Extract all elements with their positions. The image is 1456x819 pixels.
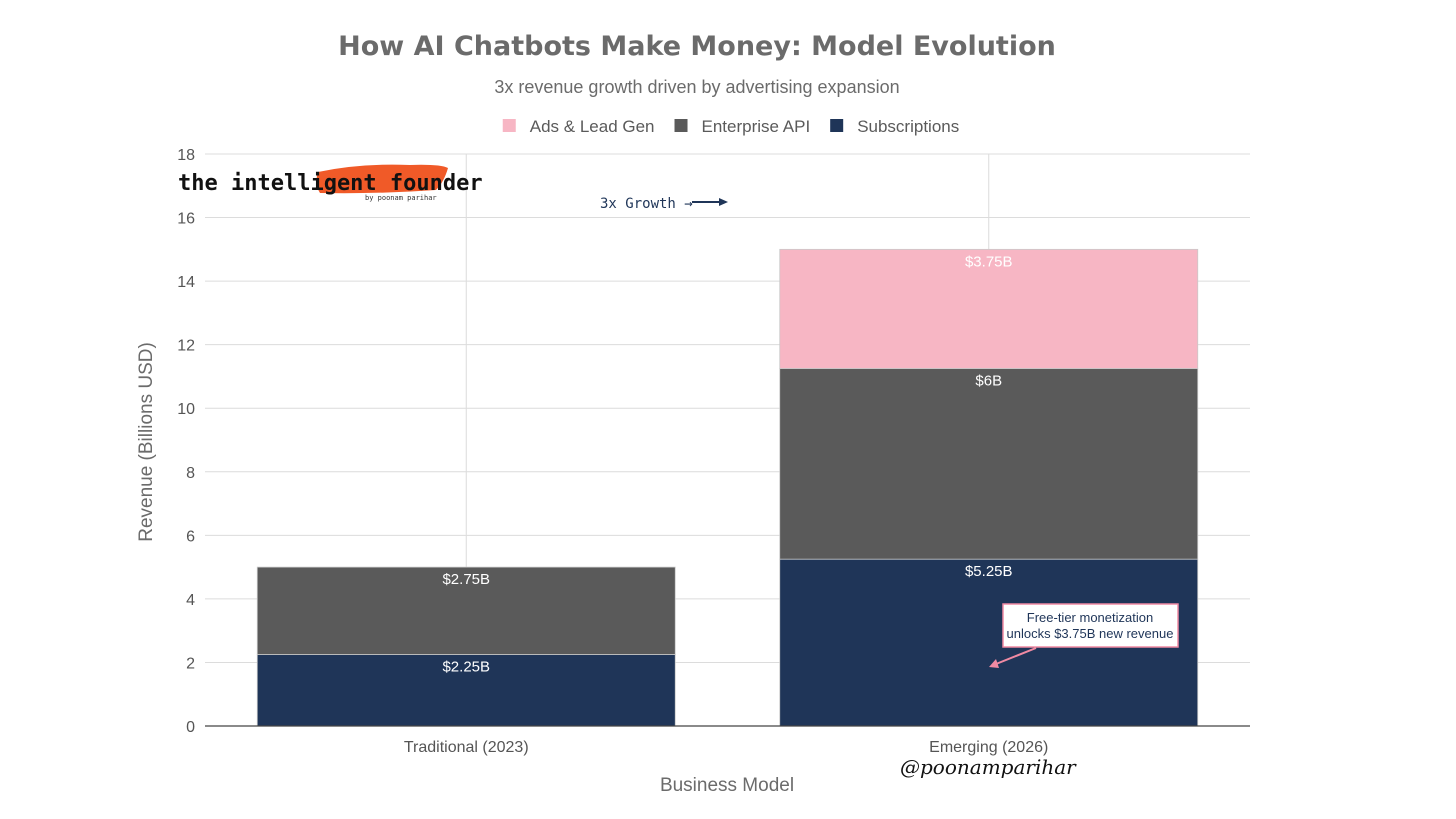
callout-line-2: unlocks $3.75B new revenue — [1007, 626, 1174, 641]
y-tick-label: 8 — [186, 465, 195, 482]
y-tick-label: 18 — [177, 147, 195, 164]
bar-ads-lead-gen — [779, 248, 1199, 369]
y-axis-ticks: 0 2 4 6 8 10 12 14 16 18 — [177, 147, 195, 736]
y-tick-label: 16 — [177, 211, 195, 228]
callout-box — [1002, 603, 1179, 648]
bar-enterprise-api — [779, 368, 1199, 560]
legend-item: Enterprise API — [674, 117, 811, 136]
x-axis-ticks: Traditional (2023) Emerging (2026) — [404, 739, 1048, 756]
logo-brush-stroke — [316, 164, 448, 194]
callout-line-1: Free-tier monetization — [1027, 610, 1153, 625]
x-axis-title: Business Model — [660, 775, 794, 796]
logo-text: the intelligent founder — [178, 171, 483, 196]
bar-enterprise-api — [256, 566, 676, 655]
y-tick-label: 12 — [177, 338, 195, 355]
bar-data-label: $2.75B — [442, 571, 490, 588]
author-handle: @poonamparihar — [900, 755, 1077, 779]
chart-title: How AI Chatbots Make Money: Model Evolut… — [338, 31, 1056, 62]
y-tick-label: 6 — [186, 528, 195, 545]
growth-arrow-head — [719, 198, 728, 206]
y-tick-label: 10 — [177, 401, 195, 418]
y-tick-label: 14 — [177, 274, 195, 291]
y-tick-label: 2 — [186, 655, 195, 672]
bar-data-labels: $2.25B $2.75B $5.25B $6B $3.75B — [442, 253, 1012, 675]
legend-swatch — [502, 119, 516, 132]
brand-logo: the intelligent founder by poonam pariha… — [178, 164, 483, 202]
legend: Ads & Lead Gen Enterprise API Subscription… — [502, 117, 959, 136]
y-tick-label: 4 — [186, 592, 195, 609]
y-axis-title: Revenue (Billions USD) — [136, 342, 157, 542]
callout-arrow-line — [995, 647, 1037, 665]
legend-swatch — [674, 119, 688, 132]
legend-item: Ads & Lead Gen — [502, 117, 655, 136]
bar-subscriptions — [779, 558, 1199, 727]
legend-label: Ads & Lead Gen — [530, 117, 655, 136]
legend-item: Subscriptions — [830, 117, 959, 136]
legend-label: Enterprise API — [702, 117, 811, 136]
chart-subtitle: 3x revenue growth driven by advertising … — [494, 77, 899, 97]
growth-annotation: 3x Growth → — [600, 196, 693, 212]
x-tick-label: Traditional (2023) — [404, 739, 529, 756]
bar-data-label: $3.75B — [965, 253, 1013, 270]
bar-data-label: $6B — [975, 373, 1002, 390]
bar-data-label: $5.25B — [965, 563, 1013, 580]
bars — [256, 248, 1199, 727]
bar-subscriptions — [256, 654, 676, 727]
callout-arrow-head — [989, 659, 999, 668]
legend-swatch — [830, 119, 844, 132]
x-tick-label: Emerging (2026) — [929, 739, 1048, 756]
legend-label: Subscriptions — [857, 117, 959, 136]
y-tick-label: 0 — [186, 719, 195, 736]
bar-data-label: $2.25B — [442, 659, 490, 676]
logo-subtext: by poonam parihar — [365, 194, 437, 202]
